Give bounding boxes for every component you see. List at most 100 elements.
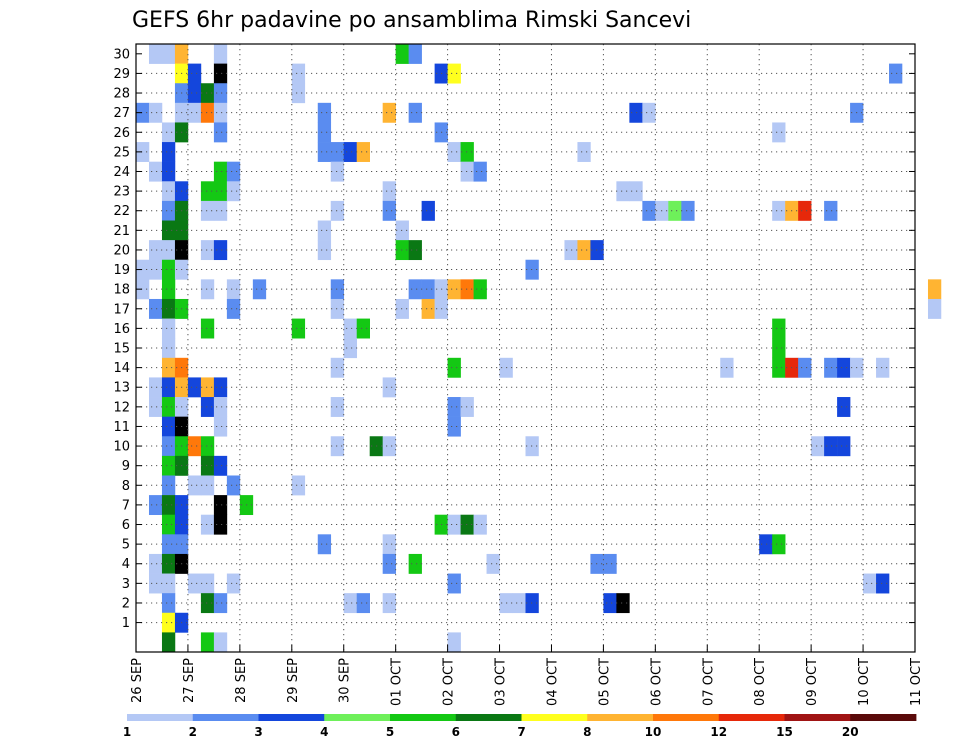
heatmap-cell (187, 83, 202, 104)
y-tick-label: 29 (113, 67, 130, 82)
colorbar-swatch (587, 714, 654, 721)
heatmap-cell (460, 397, 474, 417)
heatmap-cell (200, 83, 215, 104)
plot-frame (135, 43, 916, 653)
heatmap-cell (473, 279, 487, 300)
x-tick-label: 30 SEP (338, 658, 353, 703)
heatmap-cell (668, 200, 682, 221)
heatmap-cell (824, 357, 838, 378)
heatmap-cell (200, 279, 215, 300)
heatmap-cell (603, 553, 617, 574)
y-tick-label: 18 (113, 283, 130, 298)
heatmap-cell (200, 514, 215, 535)
heatmap-cell (837, 436, 851, 457)
y-tick-label: 10 (113, 440, 130, 455)
heatmap-cell (187, 475, 202, 496)
heatmap-cell (343, 593, 358, 614)
heatmap-cell (161, 318, 176, 339)
heatmap-cell (317, 142, 332, 162)
heatmap-cell (447, 416, 461, 437)
heatmap-cell (200, 318, 215, 339)
heatmap-cell (317, 534, 332, 555)
heatmap-cell (408, 240, 422, 261)
heatmap-cell (174, 44, 189, 64)
y-axis-ticks: 1234567891011121314151617181920212223242… (113, 47, 915, 631)
heatmap-cell (136, 102, 150, 123)
heatmap-cell (161, 200, 176, 221)
heatmap-cell (772, 338, 786, 359)
heatmap-cell (148, 161, 163, 182)
heatmap-cell (148, 102, 163, 123)
colorbar-swatch (455, 714, 522, 721)
heatmap-cell (317, 220, 332, 241)
colorbar-tick-label: 3 (254, 725, 262, 739)
heatmap-cell (291, 83, 306, 104)
colorbar-swatch (127, 714, 194, 721)
heatmap-cell (382, 181, 396, 202)
heatmap-cell (772, 318, 786, 339)
heatmap-cell (356, 593, 370, 614)
heatmap-cell (200, 573, 215, 594)
heatmap-cell (226, 279, 241, 300)
heatmap-cell (226, 181, 241, 202)
heatmap-cell (136, 279, 150, 300)
heatmap-cell (382, 102, 396, 123)
y-tick-label: 5 (122, 538, 130, 553)
heatmap-cell (213, 44, 228, 64)
heatmap-cell (291, 63, 306, 84)
x-tick-label: 28 SEP (234, 658, 249, 703)
heatmap-cell (460, 142, 474, 162)
heatmap-cell (876, 357, 890, 378)
y-tick-label: 28 (113, 87, 130, 102)
heatmap-cell (200, 181, 215, 202)
heatmap-cell (200, 377, 215, 398)
x-tick-label: 08 OCT (753, 658, 768, 706)
heatmap-cell (213, 200, 228, 221)
heatmap-cell (213, 416, 228, 437)
heatmap-cell (200, 102, 215, 123)
heatmap-cell (395, 44, 409, 64)
heatmap-cell (136, 142, 150, 162)
heatmap-cell (161, 573, 176, 594)
colorbar-swatch (258, 714, 325, 721)
heatmap-cell (343, 318, 358, 339)
heatmap-cell (213, 63, 228, 84)
y-tick-label: 3 (122, 577, 130, 592)
colorbar-tick-label: 4 (320, 725, 328, 739)
heatmap-cell (187, 573, 202, 594)
colorbar: 1 2 3 4 5 6 7 8 10 12 15 20 (123, 714, 917, 739)
y-tick-label: 11 (113, 420, 130, 435)
colorbar-swatch (390, 714, 457, 721)
heatmap-cell (161, 436, 176, 457)
heatmap-cell (291, 475, 306, 496)
heatmap-cell (161, 514, 176, 535)
heatmap-cell (395, 240, 409, 261)
heatmap-cell (811, 436, 825, 457)
heatmap-cell (486, 553, 500, 574)
heatmap-cell (187, 102, 202, 123)
heatmap-cell (213, 632, 228, 653)
y-tick-label: 16 (113, 322, 130, 337)
heatmap-cell (876, 573, 890, 594)
heatmap-cell (148, 44, 163, 64)
heatmap-cell (148, 553, 163, 574)
heatmap-cell (642, 102, 656, 123)
heatmap-cell (148, 240, 163, 261)
heatmap-cell (772, 534, 786, 555)
x-tick-label: 26 SEP (130, 658, 145, 703)
y-tick-label: 19 (113, 263, 130, 278)
x-tick-label: 29 SEP (286, 658, 301, 703)
heatmap-cell (772, 122, 786, 143)
colorbar-tick-label: 5 (386, 725, 394, 739)
heatmap-cell (382, 377, 396, 398)
heatmap-cell (161, 377, 176, 398)
heatmap-cell (161, 279, 176, 300)
heatmap-cell (343, 142, 358, 162)
heatmap-cell (408, 553, 422, 574)
heatmap-cell (252, 279, 267, 300)
heatmap-cell (421, 200, 435, 221)
y-tick-label: 4 (122, 557, 130, 572)
heatmap-cell (136, 259, 150, 280)
heatmap-cell (161, 240, 176, 261)
x-tick-label: 06 OCT (649, 658, 664, 706)
